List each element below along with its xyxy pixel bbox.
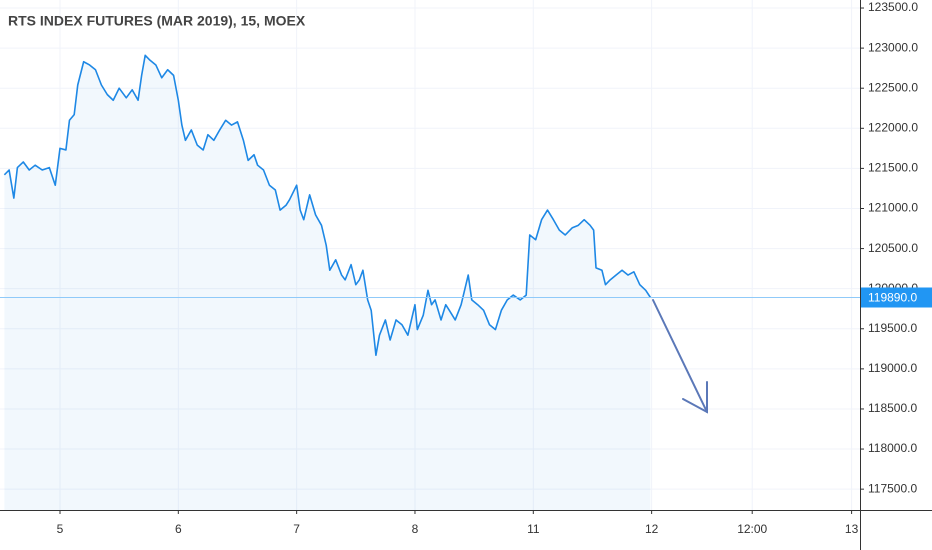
last-price-label: 119890.0 bbox=[868, 291, 917, 305]
y-tick-label: 117500.0 bbox=[868, 481, 917, 495]
arrow-annotation bbox=[652, 299, 708, 414]
y-tick-label: 119000.0 bbox=[868, 361, 917, 375]
y-tick-label: 123000.0 bbox=[868, 40, 918, 54]
y-tick-label: 118500.0 bbox=[868, 401, 917, 415]
y-tick-label: 120500.0 bbox=[868, 241, 918, 255]
x-tick-label: 13 bbox=[845, 522, 859, 536]
y-tick-label: 118000.0 bbox=[868, 441, 917, 455]
y-tick-label: 123500.0 bbox=[868, 0, 918, 14]
price-marker: 119890.0 bbox=[0, 287, 932, 308]
area-fill bbox=[4, 55, 651, 510]
grid bbox=[0, 0, 860, 510]
arrow-head bbox=[682, 381, 708, 414]
y-tick-label: 122000.0 bbox=[868, 120, 918, 134]
x-tick-label: 11 bbox=[527, 522, 540, 536]
y-tick-label: 121000.0 bbox=[868, 201, 918, 215]
plot bbox=[3, 54, 652, 510]
y-tick-label: 122500.0 bbox=[868, 80, 918, 94]
x-tick-label: 7 bbox=[293, 522, 300, 536]
y-tick-label: 121500.0 bbox=[868, 161, 918, 175]
x-tick-label: 8 bbox=[412, 522, 419, 536]
axes: 117500.0 118000.0 118500.0 119000.0 119500.0… bbox=[57, 0, 919, 536]
x-tick-label: 12:00 bbox=[737, 522, 767, 536]
x-tick-label: 6 bbox=[175, 522, 182, 536]
arrow-shaft bbox=[652, 299, 708, 413]
chart-title: RTS INDEX FUTURES (MAR 2019), 15, MOEX bbox=[8, 13, 306, 29]
x-tick-label: 12 bbox=[645, 522, 659, 536]
last-price-box bbox=[861, 287, 932, 308]
y-tick-label: 119500.0 bbox=[868, 321, 917, 335]
x-tick-label: 5 bbox=[57, 522, 64, 536]
price-line bbox=[3, 54, 652, 357]
